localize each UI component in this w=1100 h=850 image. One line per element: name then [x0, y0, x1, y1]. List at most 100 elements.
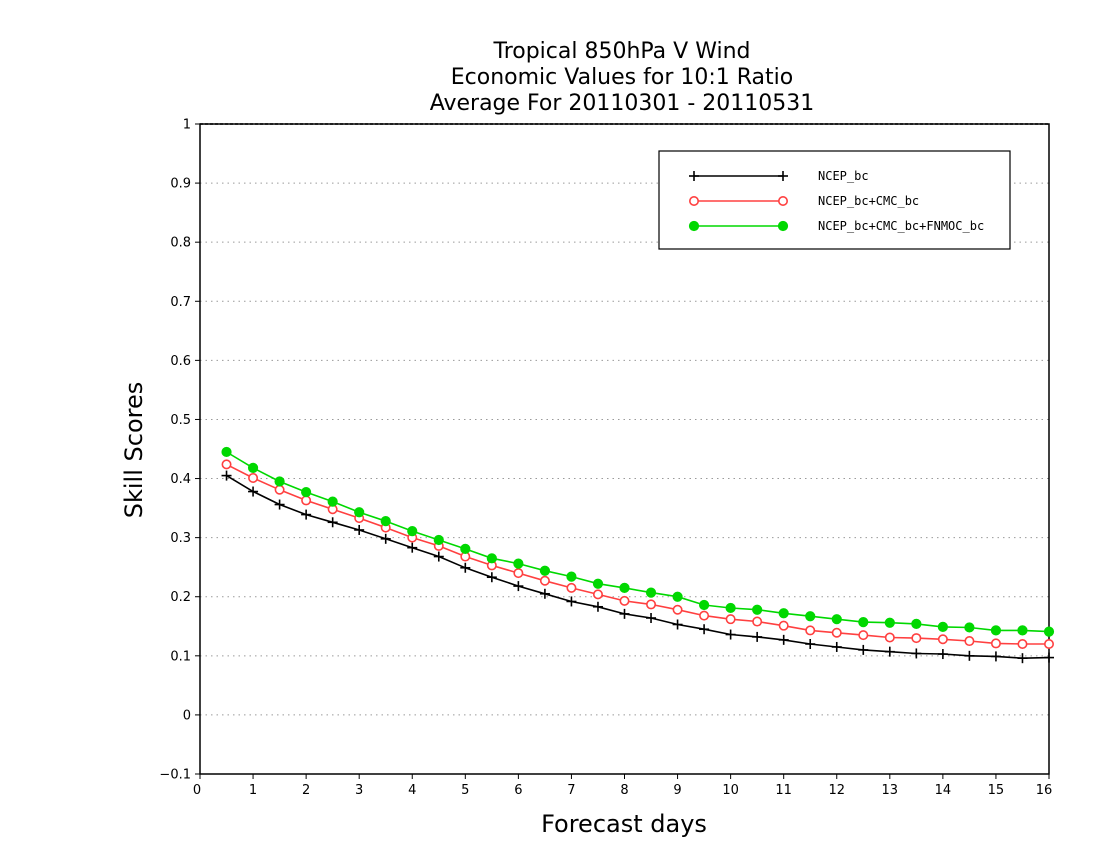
data-point	[539, 588, 550, 599]
y-axis-label: Skill Scores	[120, 382, 148, 519]
series-layer	[221, 446, 1055, 664]
title-line-3: Average For 20110301 - 20110531	[430, 91, 815, 116]
data-point	[884, 617, 895, 628]
data-point	[619, 608, 630, 619]
data-point	[274, 499, 285, 510]
data-point	[433, 551, 444, 562]
legend-label: NCEP_bc+CMC_bc+FNMOC_bc	[818, 219, 984, 233]
data-point	[725, 629, 736, 640]
data-point	[1017, 625, 1028, 636]
data-point	[407, 526, 418, 537]
data-point	[646, 599, 657, 610]
data-point	[301, 495, 312, 506]
data-point	[248, 472, 259, 483]
y-tick-label: 0.2	[170, 590, 191, 605]
data-point	[1017, 638, 1028, 649]
y-tick-label: 0.6	[170, 354, 191, 369]
data-point	[1017, 653, 1028, 664]
data-point	[990, 638, 1001, 649]
data-point	[566, 571, 577, 582]
series-line	[226, 474, 1050, 660]
data-point	[221, 459, 232, 470]
data-point	[752, 604, 763, 615]
x-tick-label: 0	[193, 783, 201, 798]
legend-marker	[689, 171, 699, 181]
data-point	[513, 568, 524, 579]
title-line-2: Economic Values for 10:1 Ratio	[451, 65, 793, 90]
legend-marker	[777, 196, 788, 207]
data-point	[699, 610, 710, 621]
data-point	[672, 604, 683, 615]
data-point	[592, 589, 603, 600]
data-point	[672, 591, 683, 602]
x-tick-label: 14	[935, 783, 952, 798]
y-tick-label: 0.8	[170, 236, 191, 251]
x-tick-label: 2	[302, 783, 310, 798]
x-tick-label: 1	[249, 783, 257, 798]
data-point	[858, 617, 869, 628]
x-tick-label: 11	[775, 783, 792, 798]
data-point	[911, 618, 922, 630]
legend-entry: NCEP_bc+CMC_bc+FNMOC_bc	[688, 219, 984, 233]
data-point	[354, 524, 365, 535]
data-point	[805, 611, 816, 622]
data-point	[1044, 638, 1055, 649]
data-point	[937, 621, 948, 632]
data-point	[221, 446, 232, 458]
data-point	[964, 636, 975, 647]
data-point	[539, 565, 551, 576]
series-2	[221, 459, 1055, 649]
x-tick-label: 5	[461, 783, 469, 798]
title-line-1: Tropical 850hPa V Wind	[492, 39, 750, 64]
x-tick-label: 10	[722, 783, 739, 798]
data-point	[1043, 626, 1055, 637]
legend-marker	[688, 220, 700, 232]
series-3	[221, 446, 1055, 637]
y-tick-label: 0.3	[170, 531, 191, 546]
data-point	[805, 625, 816, 636]
data-point	[884, 646, 895, 657]
data-point	[327, 517, 338, 528]
data-point	[752, 616, 763, 627]
data-point	[698, 599, 710, 611]
data-point	[831, 614, 842, 625]
data-point	[566, 596, 577, 607]
x-tick-label: 3	[355, 783, 363, 798]
data-point	[778, 620, 789, 631]
legend-label: NCEP_bc+CMC_bc	[818, 194, 919, 208]
data-point	[699, 624, 710, 635]
data-point	[937, 634, 948, 645]
data-point	[884, 632, 895, 643]
data-point	[301, 487, 312, 498]
data-point	[805, 639, 816, 649]
data-point	[274, 476, 285, 487]
data-point	[831, 627, 842, 638]
x-tick-label: 8	[620, 783, 628, 798]
data-point	[645, 587, 657, 598]
y-axis-ticks: −0.1 0 0.1 0.2 0.3 0.4 0.5 0.6 0.7 0.8 0.9 1	[159, 118, 200, 783]
data-point	[592, 578, 604, 589]
y-tick-label: 0.4	[170, 472, 191, 487]
data-point	[513, 581, 524, 592]
x-tick-label: 15	[988, 783, 1005, 798]
legend-marker	[688, 196, 699, 207]
data-point	[433, 534, 444, 546]
data-point	[221, 470, 232, 481]
data-point	[619, 595, 630, 606]
data-point	[248, 486, 259, 497]
x-tick-label: 9	[673, 783, 681, 798]
data-point	[354, 507, 365, 518]
legend-entry: NCEP_bc	[689, 169, 869, 183]
data-point	[778, 608, 789, 619]
x-tick-label: 12	[828, 783, 845, 798]
data-point	[407, 542, 418, 553]
legend: NCEP_bc NCEP_bc+CMC_bc NCEP_bc+CMC_bc+FNMO…	[658, 150, 1011, 250]
data-point	[619, 582, 630, 593]
legend-entry: NCEP_bc+CMC_bc	[688, 194, 919, 208]
data-point	[566, 582, 577, 593]
y-tick-label: 0	[183, 708, 191, 723]
legend-label: NCEP_bc	[818, 169, 869, 183]
data-point	[486, 572, 497, 583]
series-1	[221, 470, 1054, 664]
